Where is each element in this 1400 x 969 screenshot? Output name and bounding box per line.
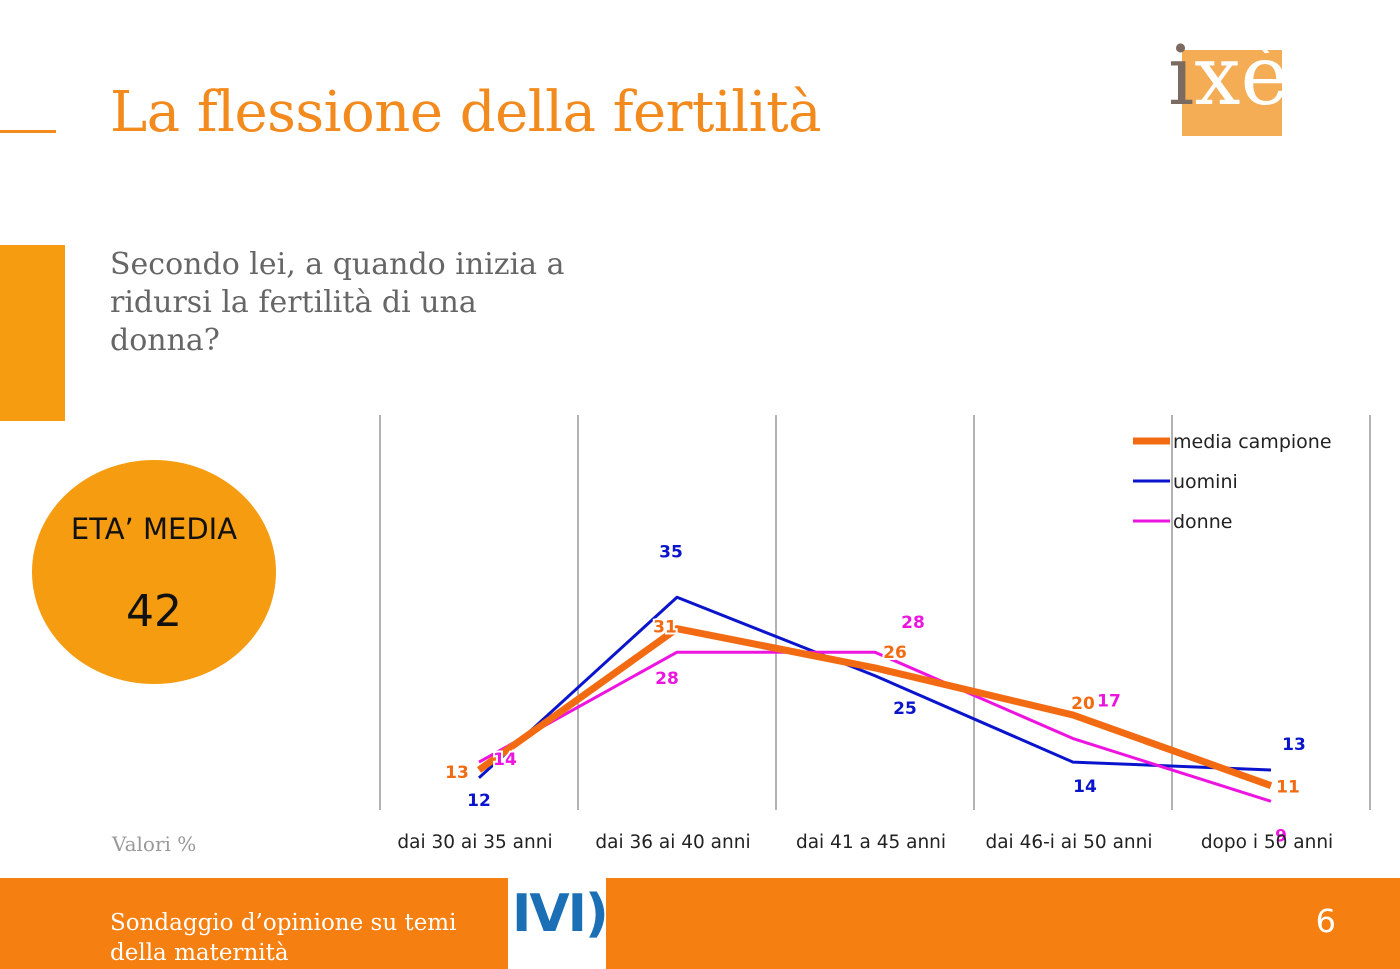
x-axis-label: dai 36 ai 40 anni — [595, 832, 750, 853]
footer-bar: Sondaggio d’opinione su temi della mater… — [0, 878, 1400, 969]
legend-label: uomini — [1173, 471, 1238, 493]
data-label: 12 — [467, 791, 491, 811]
x-axis-label: dai 30 ai 35 anni — [397, 832, 552, 853]
chart-grid — [379, 415, 1371, 810]
title-rule — [0, 130, 56, 133]
average-age-circle: ETA’ MEDIA 42 — [32, 460, 276, 684]
average-age-value: 42 — [126, 586, 182, 637]
data-label: 28 — [655, 669, 679, 689]
ivi-logo: IVI) — [508, 878, 609, 969]
data-label: 13 — [445, 763, 469, 783]
series-line — [477, 595, 1272, 779]
logo-letters-xe: xè — [1194, 29, 1290, 124]
series-line — [478, 650, 1272, 803]
data-label: 13 — [1282, 735, 1306, 755]
logo-letter-i: i — [1168, 29, 1195, 124]
data-label: 35 — [659, 542, 683, 562]
legend-label: donne — [1173, 511, 1232, 533]
data-label: 14 — [493, 750, 517, 770]
series-line — [476, 625, 1273, 789]
chart-x-axis-labels: dai 30 ai 35 anni dai 36 ai 40 anni dai 41… — [397, 832, 1333, 853]
data-label: 11 — [1276, 778, 1300, 798]
data-label: 14 — [1073, 777, 1097, 797]
data-label: 9 — [1275, 826, 1287, 846]
logo-wordmark: ixè — [1168, 36, 1289, 118]
data-label: 28 — [901, 613, 925, 633]
x-axis-label: dopo i 50 anni — [1201, 832, 1333, 853]
survey-question: Secondo lei, a quando inizia a ridursi l… — [110, 247, 565, 358]
data-label: 17 — [1097, 692, 1121, 712]
page-number: 6 — [1315, 902, 1336, 940]
ivi-logo-text: IVI) — [512, 884, 609, 944]
chart-legend: media campione uomini donne — [1133, 431, 1332, 533]
footer-survey-text: Sondaggio d’opinione su temi della mater… — [110, 910, 457, 966]
side-accent-bar — [0, 245, 65, 421]
fertility-line-chart: 13 31 26 20 11 12 35 25 14 13 14 28 28 17 9 dai 30 ai … — [379, 415, 1371, 853]
chart-value-labels: 13 31 26 20 11 12 35 25 14 13 14 28 28 17 9 — [443, 540, 1308, 848]
data-label: 31 — [653, 618, 677, 638]
logo-background — [1182, 50, 1282, 136]
slide-title: La flessione della fertilità — [110, 80, 822, 145]
legend-label: media campione — [1173, 431, 1332, 453]
x-axis-label: dai 41 a 45 anni — [796, 832, 946, 853]
values-note: Valori % — [112, 832, 197, 856]
data-label: 26 — [883, 643, 907, 663]
x-axis-label: dai 46-i ai 50 anni — [985, 832, 1152, 853]
average-age-label: ETA’ MEDIA — [70, 512, 238, 546]
data-label: 20 — [1071, 694, 1095, 714]
chart-series-group — [476, 595, 1273, 803]
data-label: 25 — [893, 699, 917, 719]
ixe-logo: ixè — [1168, 36, 1289, 140]
